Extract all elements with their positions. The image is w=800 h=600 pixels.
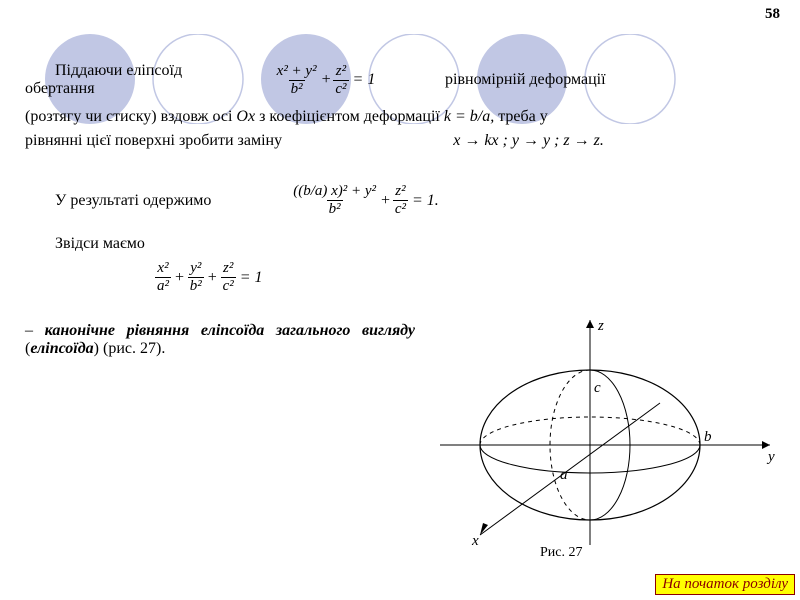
para-2: (розтягу чи стиску) вздовж осі Ox з коеф… bbox=[25, 108, 775, 126]
para-5: – канонічне рівняння еліпсоїда загальног… bbox=[25, 322, 415, 358]
para-4: Звідси маємо bbox=[25, 235, 775, 253]
svg-text:b: b bbox=[704, 429, 712, 445]
para-1-left: Піддаючи еліпсоїд обертання bbox=[25, 62, 225, 98]
svg-text:a: a bbox=[560, 467, 568, 483]
back-to-chapter-button[interactable]: На початок розділу bbox=[655, 574, 795, 595]
para-3-row: У результаті одержимо ((b/a) x)² + y² b²… bbox=[25, 184, 775, 217]
para-3: У результаті одержимо bbox=[25, 192, 225, 210]
svg-text:y: y bbox=[766, 449, 775, 465]
equation-2: ((b/a) x)² + y² b² + z²c² = 1. bbox=[225, 184, 505, 217]
figure-caption: Рис. 27 bbox=[540, 545, 583, 561]
page-content: Піддаючи еліпсоїд обертання x² + y²b² + … bbox=[0, 0, 800, 358]
para-1-right: рівномірній деформації bbox=[425, 71, 775, 89]
para-2-line2-row: рівнянні цієї поверхні зробити заміну x … bbox=[25, 132, 775, 150]
svg-text:x: x bbox=[471, 533, 479, 549]
svg-text:c: c bbox=[594, 380, 601, 396]
substitution: x → kx ; y → y ; z → z. bbox=[282, 132, 775, 150]
equation-1: x² + y²b² + z²c² = 1 bbox=[225, 64, 425, 97]
para-1-row: Піддаючи еліпсоїд обертання x² + y²b² + … bbox=[25, 62, 775, 98]
equation-3: x²a² + y²b² + z²c² = 1 bbox=[155, 261, 775, 294]
para-2-line2: рівнянні цієї поверхні зробити заміну bbox=[25, 132, 282, 150]
